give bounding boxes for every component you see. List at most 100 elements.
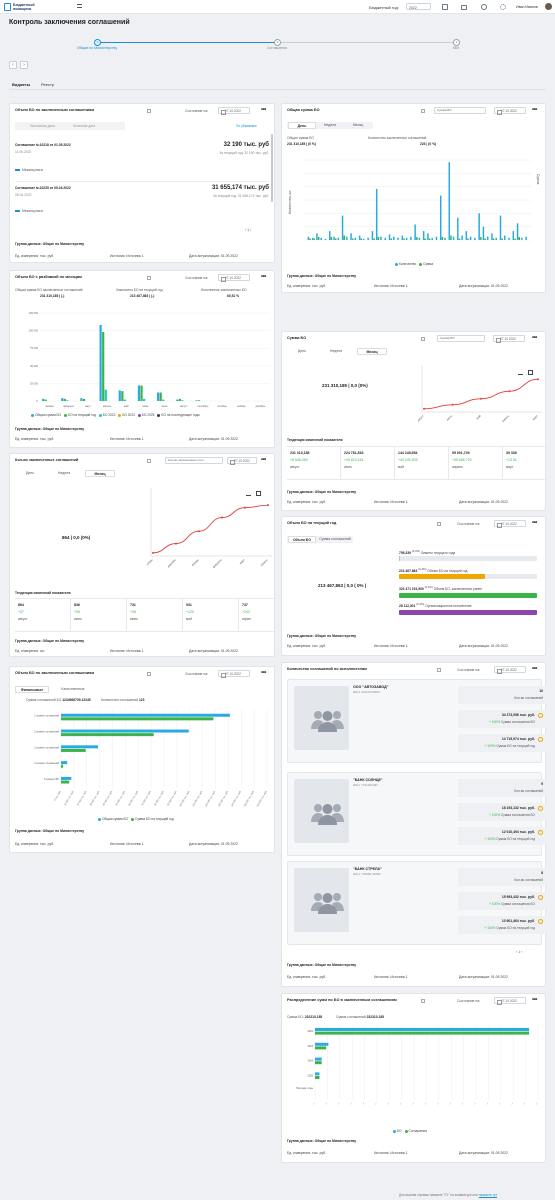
copy-icon[interactable] — [421, 999, 425, 1003]
monthly-bar-chart[interactable]: 125 000 100 000 75 000 50 000 25 000 0 январь ф… — [18, 309, 270, 413]
x-tick: · — [331, 244, 334, 247]
gear-icon[interactable] — [500, 4, 506, 10]
document-icon[interactable] — [442, 4, 448, 10]
tab-volume[interactable]: Объем БО — [288, 536, 316, 543]
pagination[interactable]: ‹ 1 › — [245, 228, 252, 232]
user-name[interactable]: Иван Иванов — [516, 5, 538, 9]
status-icon — [15, 169, 20, 171]
more-button[interactable]: ••• — [261, 457, 266, 463]
more-button[interactable]: ••• — [261, 274, 266, 280]
download-icon[interactable] — [246, 491, 251, 496]
period-month[interactable]: Месяц — [357, 348, 387, 355]
tab-agreements-sum[interactable]: Сумма соглашений — [319, 537, 351, 541]
date-picker[interactable]: 27.10.2022 — [218, 107, 250, 115]
list-item[interactable]: Соглашение №10218 от 01.05.2022 11.05.20… — [15, 142, 269, 172]
mail-icon[interactable] — [461, 5, 467, 10]
copy-icon[interactable] — [147, 109, 151, 113]
x-tick: 150 000 тыс. руб. — [244, 790, 255, 807]
daily-bar-chart[interactable]: · · · · · · · · · · · · · · · · · · — [304, 156, 532, 248]
bar-label: 323 471 191,900 (0,4%) Объем БО, заключе… — [399, 586, 483, 592]
x-tick: — — [499, 1102, 502, 1106]
segments-bar-chart[interactable]: 0 тыс. руб. 10 000 тыс. руб. 20 000 тыс. р… — [15, 709, 271, 814]
bar — [80, 398, 83, 401]
y-tick: 5 сегмент БО — [44, 778, 59, 781]
date-picker[interactable]: 27.10.2022 — [494, 997, 526, 1005]
fullscreen-icon[interactable] — [256, 491, 261, 496]
list-item[interactable]: Соглашение №10235 от 05.04.2022 05.04.20… — [15, 185, 269, 213]
trend-point — [480, 397, 482, 400]
more-button[interactable]: ••• — [532, 335, 537, 341]
download-icon[interactable] — [518, 370, 523, 375]
x-tick: май — [124, 404, 129, 408]
period-day[interactable]: День — [25, 471, 35, 475]
more-button[interactable]: ••• — [532, 997, 537, 1003]
bar-count — [410, 236, 412, 240]
metric-select[interactable]: Кол-во заключенных согл. — [165, 457, 223, 464]
org-card[interactable]: "БАНК СТРЕЛА" ИНН: 770000 32269 8 Кол-во … — [287, 861, 546, 945]
period-week[interactable]: Неделя — [57, 471, 71, 475]
copy-icon[interactable] — [147, 459, 151, 463]
step-3[interactable]: 3 — [453, 39, 460, 46]
y-tick: 0 — [37, 399, 39, 403]
copy-icon[interactable] — [147, 276, 151, 280]
date-picker[interactable]: 27.10.2022 — [494, 107, 526, 115]
date-picker[interactable]: 27.10.2022 — [494, 520, 526, 528]
copy-icon[interactable] — [147, 672, 151, 676]
tab-qualitative[interactable]: Качественные — [61, 687, 85, 691]
menu-icon[interactable] — [77, 4, 82, 8]
period-month[interactable]: Месяц — [85, 470, 115, 477]
step-2-label[interactable]: Соглашения — [266, 46, 288, 50]
date-picker[interactable]: 27.10.2022 — [218, 670, 250, 678]
more-button[interactable]: ••• — [261, 670, 266, 676]
period-week[interactable]: Неделя — [329, 349, 343, 353]
year-select[interactable]: 2022 — [406, 3, 431, 10]
date-picker[interactable]: 27.10.2022 — [494, 666, 526, 674]
org-card[interactable]: ООО "АВТОЗАВОД" ИНН: 92123749459 10 Кол-в… — [287, 679, 546, 763]
period-month[interactable]: Месяц — [352, 123, 364, 127]
sort-dropdown[interactable]: По убыванию — [236, 124, 257, 128]
date-picker[interactable]: 27.10.2022 — [218, 274, 250, 282]
period-day[interactable]: День — [297, 349, 307, 353]
step-3-label[interactable]: КБК — [452, 46, 460, 50]
scrollbar[interactable] — [271, 134, 273, 202]
more-button[interactable]: ••• — [532, 107, 537, 113]
plus-circle-icon[interactable] — [481, 4, 487, 10]
step-1[interactable]: 1 — [94, 39, 101, 46]
metric-select[interactable]: Сумма БО — [437, 335, 485, 342]
distribution-bar-chart[interactable]: — — — — — — — — — — — — — — — — — — — 2022 2023 2024 2025 После… — [287, 1026, 542, 1122]
next-button[interactable]: › — [20, 61, 28, 69]
bar-count — [486, 236, 489, 240]
trend-point — [508, 390, 511, 393]
app-logo-icon[interactable] — [4, 3, 11, 11]
step-2[interactable]: 2 — [274, 39, 281, 46]
copy-icon[interactable] — [421, 109, 425, 113]
date-range-input[interactable]: Начальная дата Конечная дата — [15, 122, 125, 130]
metric-select[interactable]: Сумма БО — [434, 107, 486, 114]
count-line-chart[interactable]: ноябрь декабрь январь февраль март апрель — [144, 488, 272, 570]
date-picker[interactable]: 27.10.2022 — [493, 335, 525, 343]
avatar[interactable] — [545, 3, 552, 10]
prev-button[interactable]: ‹ — [9, 61, 17, 69]
sum-line-chart[interactable]: август июль май апрель март — [416, 366, 542, 426]
step-1-label[interactable]: Общие по Министерству — [76, 46, 118, 50]
tab-registry[interactable]: Реестр — [41, 82, 54, 87]
date-picker[interactable]: 27.10.2022 — [227, 457, 257, 465]
more-button[interactable]: ••• — [261, 107, 266, 113]
bar-current — [61, 717, 214, 721]
copy-icon[interactable] — [421, 337, 425, 341]
period-week[interactable]: Неделя — [323, 123, 337, 127]
trend-cell: 39 336 +13 51 март — [506, 451, 517, 469]
more-button[interactable]: ••• — [532, 520, 537, 526]
bar-count — [311, 237, 314, 240]
chart-legend: Общая сумма БО БО на текущий год БО 2023 БО… — [28, 413, 200, 417]
fullscreen-icon[interactable] — [528, 370, 533, 375]
more-button[interactable]: ••• — [532, 666, 537, 672]
help-link[interactable]: нажмите тут — [478, 1193, 498, 1197]
copy-icon[interactable] — [437, 522, 441, 526]
period-day[interactable]: День — [288, 122, 316, 129]
copy-icon[interactable] — [437, 668, 441, 672]
tab-financial[interactable]: Финансовые — [15, 686, 49, 693]
org-card[interactable]: "БАНК СОЛНЦЕ" ИНН: 7741231497 9 Кол-во со… — [287, 772, 546, 856]
bar — [197, 400, 201, 401]
pagination[interactable]: ‹ 1 › — [516, 950, 523, 954]
